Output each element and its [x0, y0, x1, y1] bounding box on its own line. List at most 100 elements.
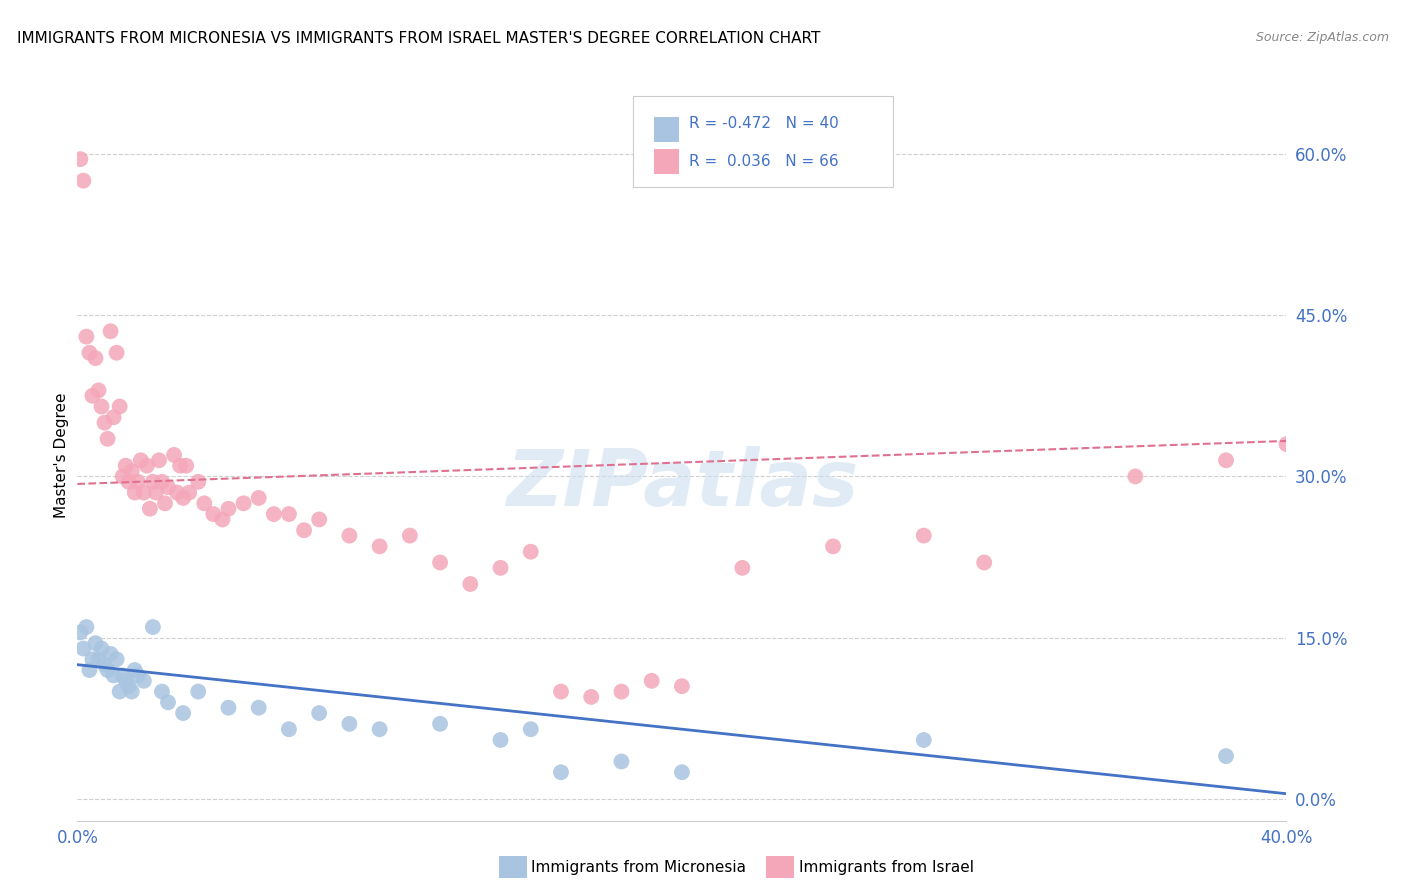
Point [72, 173, 94, 188]
Point [103, 410, 125, 425]
Point [124, 485, 146, 500]
Point [157, 480, 180, 494]
Point [641, 673, 664, 688]
Point [111, 668, 134, 682]
Point [166, 485, 188, 500]
Text: ZIPatlas: ZIPatlas [506, 446, 858, 522]
Point [132, 673, 155, 688]
Point [278, 507, 301, 521]
Point [90, 641, 112, 656]
Point [581, 690, 603, 704]
Point [1215, 453, 1237, 467]
Point [232, 496, 254, 510]
Y-axis label: Master's Degree: Master's Degree [53, 392, 69, 517]
Point [169, 458, 191, 473]
Point [84, 351, 107, 365]
Point [150, 684, 173, 698]
Point [912, 733, 935, 747]
Point [429, 716, 451, 731]
Point [105, 345, 128, 359]
Point [118, 679, 141, 693]
Point [100, 647, 122, 661]
Text: Immigrants from Israel: Immigrants from Israel [799, 860, 973, 874]
Point [172, 706, 194, 720]
Point [247, 491, 270, 505]
Point [84, 636, 107, 650]
Point [218, 501, 240, 516]
Point [520, 723, 543, 737]
Point [132, 485, 155, 500]
Point [489, 733, 512, 747]
Point [90, 400, 112, 414]
Point [550, 765, 572, 780]
Point [121, 464, 143, 478]
Point [127, 668, 149, 682]
Point [211, 512, 233, 526]
Point [118, 475, 141, 489]
Point [153, 496, 176, 510]
Point [108, 684, 131, 698]
Point [671, 679, 693, 693]
Text: R = -0.472   N = 40: R = -0.472 N = 40 [689, 117, 839, 131]
Point [610, 755, 633, 769]
Point [1215, 749, 1237, 764]
Point [278, 723, 301, 737]
Point [72, 641, 94, 656]
Point [550, 684, 572, 698]
Point [114, 673, 136, 688]
Point [121, 684, 143, 698]
Point [111, 469, 134, 483]
Point [82, 389, 104, 403]
Point [489, 561, 512, 575]
Point [187, 475, 209, 489]
Point [75, 329, 97, 343]
Point [105, 652, 128, 666]
Point [1275, 437, 1298, 451]
Point [150, 475, 173, 489]
Point [69, 152, 91, 166]
Point [108, 400, 131, 414]
Point [148, 453, 170, 467]
Point [202, 507, 225, 521]
Point [973, 556, 995, 570]
Point [731, 561, 754, 575]
Point [75, 620, 97, 634]
Point [79, 663, 101, 677]
Point [145, 485, 167, 500]
Point [93, 657, 115, 672]
Text: R =  0.036   N = 66: R = 0.036 N = 66 [689, 154, 838, 169]
Point [174, 458, 197, 473]
Point [69, 625, 91, 640]
Point [520, 545, 543, 559]
Point [124, 663, 146, 677]
Point [247, 700, 270, 714]
Point [292, 523, 315, 537]
Point [79, 345, 101, 359]
Point [139, 501, 162, 516]
Point [142, 620, 165, 634]
Text: IMMIGRANTS FROM MICRONESIA VS IMMIGRANTS FROM ISRAEL MASTER'S DEGREE CORRELATION: IMMIGRANTS FROM MICRONESIA VS IMMIGRANTS… [17, 31, 820, 46]
Point [163, 448, 186, 462]
Point [157, 695, 180, 709]
Point [429, 556, 451, 570]
Point [399, 528, 422, 542]
Point [337, 716, 360, 731]
Point [308, 512, 330, 526]
Point [87, 384, 110, 398]
Point [114, 458, 136, 473]
Point [82, 652, 104, 666]
Point [172, 491, 194, 505]
Point [142, 475, 165, 489]
Point [821, 539, 844, 553]
Point [103, 668, 125, 682]
Point [368, 723, 391, 737]
Point [308, 706, 330, 720]
Point [100, 324, 122, 338]
Point [1123, 469, 1146, 483]
Point [610, 684, 633, 698]
Point [96, 663, 118, 677]
Point [135, 458, 157, 473]
Text: Immigrants from Micronesia: Immigrants from Micronesia [531, 860, 747, 874]
Point [87, 652, 110, 666]
Point [127, 475, 149, 489]
